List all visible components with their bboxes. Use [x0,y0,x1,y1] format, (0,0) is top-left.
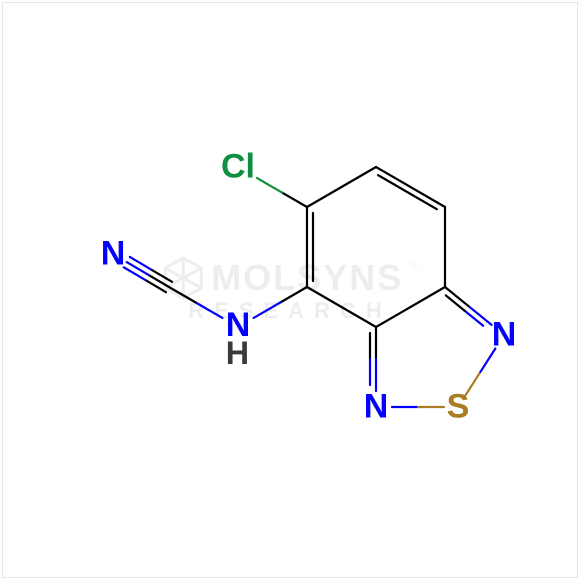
molecule-structure [0,0,580,580]
canvas: MOLSYNS ® RESEARCH NSNClNHN [0,0,580,580]
